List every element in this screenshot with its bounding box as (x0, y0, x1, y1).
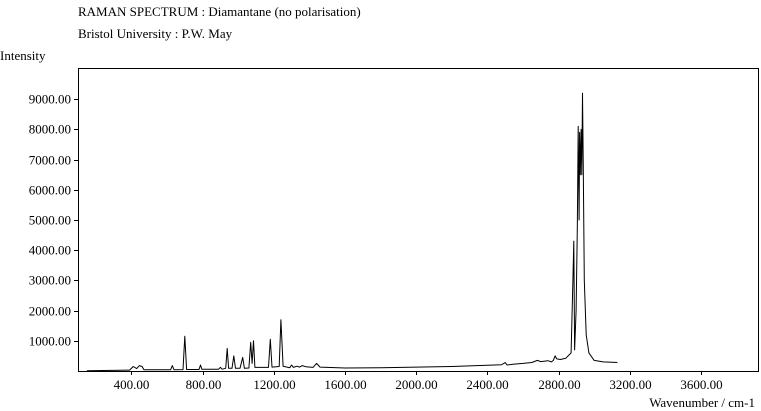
y-tick-label: 3000.00 (29, 273, 71, 288)
y-tick-label: 7000.00 (29, 153, 71, 168)
chart-title: RAMAN SPECTRUM : Diamantane (no polarisa… (78, 4, 361, 19)
x-tick-label: 1600.00 (324, 377, 366, 392)
chart-subtitle: Bristol University : P.W. May (78, 26, 233, 41)
spectrum-series-line (86, 92, 618, 372)
x-axis-label: Wavenumber / cm-1 (649, 395, 755, 410)
y-tick-label: 6000.00 (29, 183, 71, 198)
y-tick-label: 8000.00 (29, 122, 71, 137)
y-tick-label: 9000.00 (29, 92, 71, 107)
x-tick-label: 2800.00 (538, 377, 580, 392)
x-tick-label: 3200.00 (609, 377, 651, 392)
x-axis-ticks: 400.00 800.00 1200.00 1600.00 2000.00 2400.00… (114, 371, 723, 392)
x-tick-label: 1200.00 (253, 377, 295, 392)
x-tick-label: 2400.00 (466, 377, 508, 392)
y-axis-ticks: 1000.00 2000.00 3000.00 4000.00 5000.00 6000.… (29, 92, 78, 349)
x-tick-label: 2000.00 (395, 377, 437, 392)
plot-frame (78, 68, 759, 372)
y-tick-label: 4000.00 (29, 243, 71, 258)
x-tick-label: 800.00 (186, 377, 222, 392)
x-tick-label: 400.00 (114, 377, 150, 392)
x-tick-label: 3600.00 (680, 377, 722, 392)
y-tick-label: 2000.00 (29, 304, 71, 319)
y-tick-label: 5000.00 (29, 213, 71, 228)
y-tick-label: 1000.00 (29, 334, 71, 349)
y-axis-label: Intensity (0, 48, 46, 63)
